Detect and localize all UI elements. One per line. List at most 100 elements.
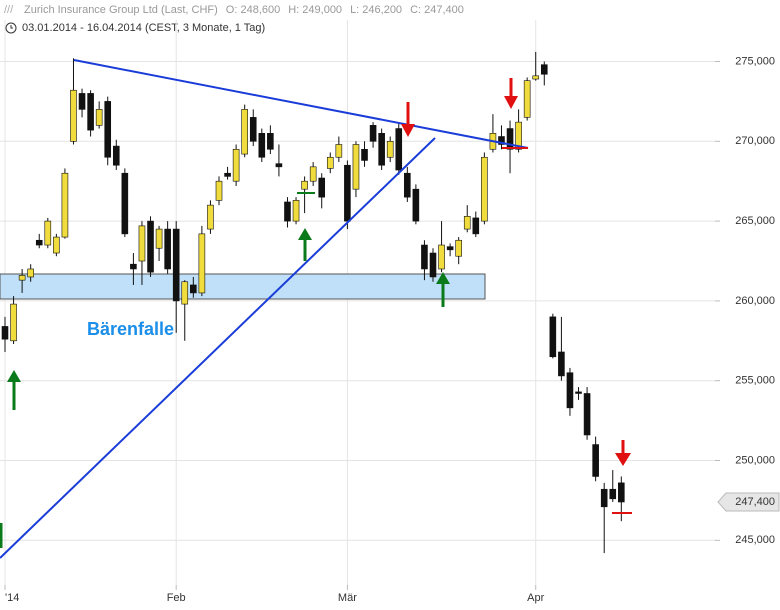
candle-body: [275, 163, 283, 168]
candle-body: [326, 156, 334, 169]
candle-body: [18, 275, 26, 281]
candle-body: [532, 75, 540, 80]
candle-body: [498, 136, 505, 145]
candle-body: [558, 351, 565, 377]
candle-body: [378, 133, 385, 166]
clock-icon: [5, 22, 17, 34]
candle-body: [190, 284, 197, 294]
candle-body: [412, 188, 420, 222]
y-tick-label: 250,000: [735, 454, 775, 466]
logo: ///: [4, 4, 14, 16]
up-arrows: [0, 228, 450, 548]
candle-body: [318, 177, 326, 198]
candle-body: [267, 133, 274, 150]
candle-body: [147, 220, 154, 273]
candle-body: [35, 239, 43, 246]
candle-body: [1, 326, 9, 340]
candle-body: [198, 233, 206, 294]
candle-body: [164, 228, 171, 270]
header: /// Zurich Insurance Group Ltd (Last, CH…: [4, 4, 464, 34]
candle-body: [335, 144, 343, 158]
candle-body: [566, 372, 574, 409]
candle-body: [44, 220, 52, 246]
y-tick-label: 260,000: [735, 295, 775, 307]
x-tick-label: '14: [5, 592, 19, 604]
candle-body: [446, 246, 454, 251]
price-tag: [717, 492, 780, 512]
candle-body: [540, 64, 548, 75]
arrow-head: [504, 96, 518, 109]
candle-body: [506, 128, 514, 150]
candle-body: [352, 144, 360, 190]
candle-body: [87, 93, 94, 131]
candle-body: [369, 125, 377, 142]
candle-body: [224, 172, 231, 177]
x-tick-label: Mär: [338, 592, 357, 604]
candle-body: [172, 228, 180, 302]
candle-body: [481, 156, 488, 222]
candle-body: [130, 263, 137, 270]
candle-body: [27, 268, 34, 278]
candle-body: [600, 488, 608, 508]
candle-body: [438, 244, 445, 270]
candle-body: [138, 225, 146, 262]
price-tag-label: 247,400: [735, 496, 775, 508]
candle-body: [70, 89, 77, 142]
chart-subtitle: 03.01.2014 - 16.04.2014 (CEST, 3 Monate,…: [22, 22, 265, 34]
candle-body: [583, 393, 591, 436]
arrow-head: [401, 124, 415, 137]
candle-body: [53, 236, 60, 254]
support-zone: [0, 273, 486, 300]
drawings: Bärenfalle: [0, 59, 632, 559]
candle-body: [575, 391, 582, 394]
ohlc-low: L: 246,200: [350, 4, 402, 16]
annotation: Bärenfalle: [87, 319, 174, 339]
candle-body: [241, 109, 248, 155]
candle-body: [455, 239, 462, 257]
ohlc-open: O: 248,600: [226, 4, 280, 16]
candle-body: [215, 180, 223, 201]
candle-body: [618, 482, 625, 503]
candle-body: [232, 148, 240, 182]
candle-body: [361, 148, 368, 161]
candle-body: [609, 488, 617, 500]
chart-title: Zurich Insurance Group Ltd (Last, CHF): [24, 4, 218, 16]
arrow-head: [7, 370, 21, 382]
candle-body: [207, 204, 214, 230]
y-tick-label: 245,000: [735, 534, 775, 546]
trend-line: [0, 137, 436, 559]
candle-body: [104, 101, 112, 158]
candle-body: [549, 316, 557, 358]
candle-body: [249, 117, 257, 142]
candle-body: [301, 180, 308, 190]
y-tick-label: 270,000: [735, 135, 775, 147]
candle-body: [404, 172, 411, 198]
arrow-head: [615, 453, 631, 466]
candle-body: [421, 244, 428, 270]
candle-body: [292, 200, 300, 222]
y-tick-label: 265,000: [735, 215, 775, 227]
ohlc-high: H: 249,000: [288, 4, 342, 16]
candle-body: [112, 145, 120, 166]
x-tick-label: Apr: [527, 592, 544, 604]
candle-body: [592, 444, 599, 477]
candle-body: [523, 80, 531, 118]
candles: [1, 51, 625, 554]
candle-body: [429, 252, 437, 278]
candle-body: [472, 217, 480, 235]
y-tick-label: 275,000: [735, 55, 775, 67]
candle-body: [284, 201, 291, 222]
y-tick-label: 255,000: [735, 375, 775, 387]
arrow-head: [436, 272, 450, 284]
axes: 245,000 250,000 255,000 260,000 265,000 270,0…: [4, 55, 780, 604]
arrow-head: [298, 228, 312, 240]
candle-body: [515, 121, 522, 150]
candle-body: [78, 93, 86, 110]
candle-body: [155, 228, 163, 249]
down-arrows: [401, 78, 631, 466]
candle-body: [121, 172, 129, 235]
candle-body: [258, 133, 266, 158]
candle-body: [344, 164, 351, 222]
candle-body: [386, 140, 394, 158]
